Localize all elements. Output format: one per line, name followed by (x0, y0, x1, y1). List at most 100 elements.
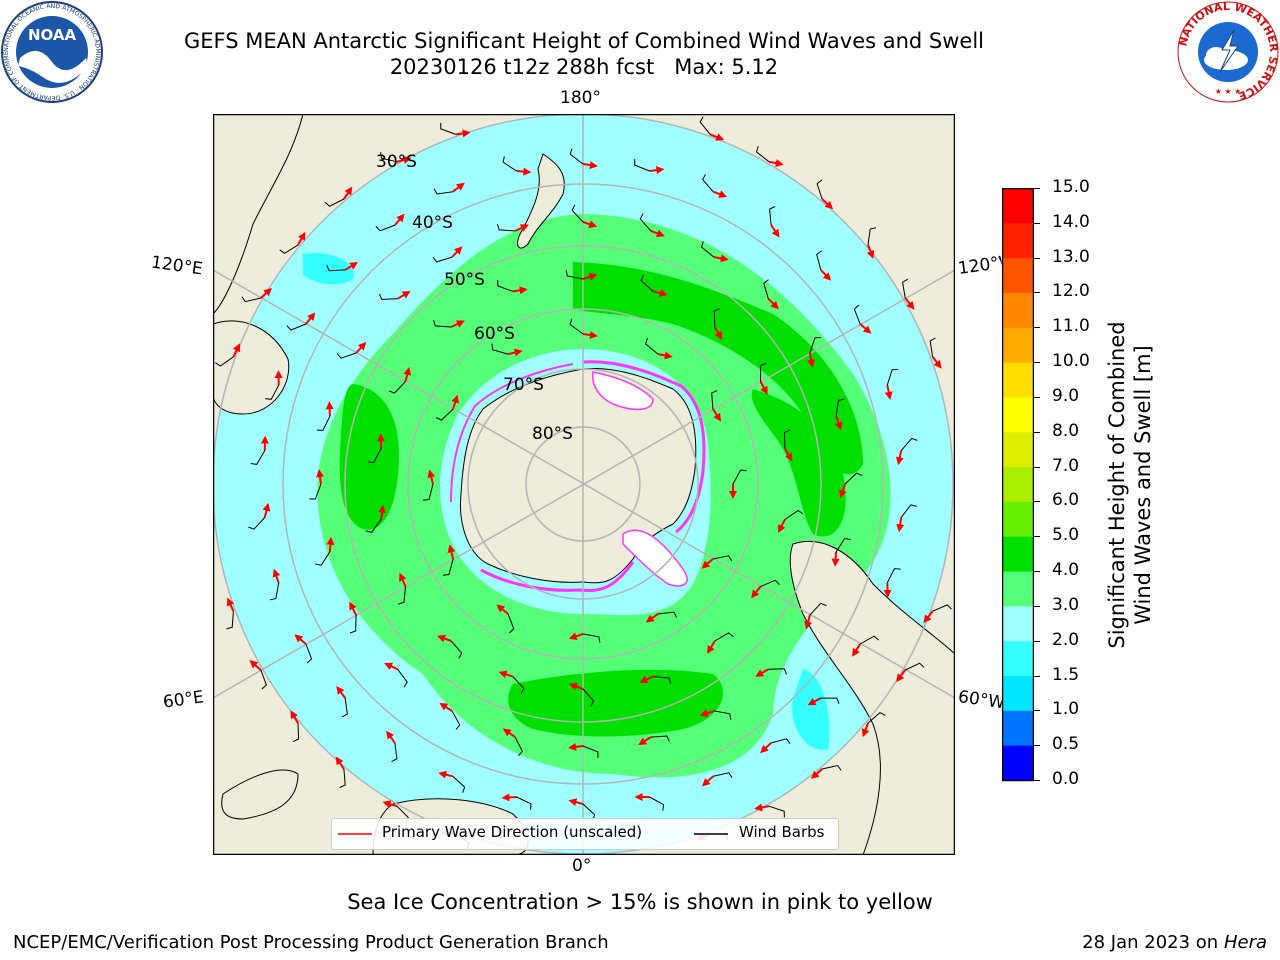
wave-arrow (821, 198, 834, 210)
wave-arrow (713, 254, 729, 263)
legend-arrow-swatch (338, 833, 372, 835)
wave-arrow (709, 133, 725, 141)
wave-arrow (713, 326, 723, 340)
colorbar-tick-label: 12.0 (1052, 281, 1090, 302)
wind-barb (391, 742, 398, 763)
wave-arrow (712, 408, 722, 422)
colorbar-tick-mark (1034, 362, 1040, 364)
wind-barb (241, 296, 261, 303)
wave-arrow (260, 287, 272, 299)
wave-arrow (568, 798, 584, 807)
wave-arrow (316, 469, 324, 485)
wind-barb (844, 472, 863, 485)
wind-barb (712, 555, 733, 562)
wave-arrow (804, 614, 812, 630)
wave-arrow (759, 381, 768, 395)
wave-arrow (294, 634, 307, 645)
wave-arrow (384, 662, 399, 671)
wave-arrow (427, 469, 436, 485)
wind-barb (324, 198, 345, 207)
wind-barb (516, 796, 532, 810)
wind-barb (514, 736, 523, 757)
colorbar-tick-mark (1034, 327, 1040, 329)
wave-arrow (649, 166, 665, 175)
colorbar-tick-label: 3.0 (1052, 594, 1080, 615)
wind-barb (326, 265, 346, 272)
wave-arrow (657, 351, 673, 360)
wind-barb (645, 338, 659, 355)
lon-label-180: 180° (560, 88, 601, 108)
wave-arrow (582, 273, 598, 281)
colorbar-tick-label: 4.0 (1052, 560, 1080, 581)
wind-barb (784, 509, 804, 521)
wave-arrow (852, 643, 861, 657)
wave-arrow (861, 722, 870, 738)
legend-barb-label: Wind Barbs (739, 823, 825, 841)
wave-arrow (645, 613, 659, 623)
wind-barb (451, 710, 461, 730)
sea-ice-rim-pacific (582, 360, 706, 534)
wave-arrow (839, 483, 847, 499)
wind-barb (397, 669, 408, 688)
wave-arrow (290, 710, 299, 724)
colorbar-title-line-2: Wind Waves and Swell [m] (1131, 345, 1155, 625)
colorbar-tick-label: 5.0 (1052, 525, 1080, 546)
wave-arrow (397, 290, 411, 300)
wind-barb (809, 337, 822, 354)
wind-barb (388, 381, 406, 394)
wave-band-4-5m-indian (339, 384, 399, 530)
wave-arrow (396, 156, 412, 164)
wind-barb (859, 635, 880, 645)
wind-barb (713, 710, 732, 720)
lat-label-60s: 60°S (474, 324, 515, 344)
wind-barb (565, 270, 584, 280)
wave-arrow (701, 558, 714, 569)
wave-arrow (831, 551, 840, 567)
wave-arrow (784, 447, 793, 462)
wave-arrow (232, 343, 241, 358)
australia-south-coast (213, 320, 290, 415)
wave-arrow (382, 800, 398, 809)
colorbar-tick-label: 1.0 (1052, 699, 1080, 720)
wind-barb (452, 775, 466, 793)
wave-arrow (807, 352, 816, 368)
wind-barb (339, 768, 346, 788)
colorbar-cell (1002, 362, 1034, 398)
wind-barb (702, 174, 714, 193)
legend-arrow-label: Primary Wave Direction (unscaled) (382, 823, 643, 841)
nws-logo: NATIONAL WEATHER SERVICE ★ ★ ★ (1176, 0, 1280, 103)
colorbar-tick-mark (1034, 675, 1040, 677)
wave-arrow (751, 585, 762, 599)
lon-label-60w: 60°W (956, 687, 1004, 713)
wave-arrow (502, 728, 516, 738)
wave-arrow (516, 167, 532, 176)
colorbar-cell (1002, 188, 1034, 224)
wind-barb (769, 206, 776, 226)
colorbar-cell (1002, 710, 1034, 746)
colorbar-cell (1002, 745, 1034, 781)
wind-barb (700, 241, 715, 258)
wind-barb (378, 293, 398, 300)
lon-label-0: 0° (572, 856, 592, 876)
lon-label-120e: 120°E (149, 252, 204, 280)
wind-barb (816, 179, 823, 200)
wave-arrow (568, 682, 584, 691)
wave-arrow (582, 161, 598, 169)
colorbar-cell (1002, 640, 1034, 677)
wind-barb (349, 614, 357, 634)
sea-ice-rim-atlantic (480, 561, 635, 592)
colorbar-tick-mark (1034, 605, 1040, 607)
colorbar-tick-mark (1034, 292, 1040, 294)
wave-arrow (582, 220, 598, 228)
wind-barb (770, 738, 791, 744)
colorbar-tick-label: 0.5 (1052, 734, 1080, 755)
wave-arrow (507, 348, 523, 357)
wind-barb (821, 764, 842, 771)
wind-barb (900, 504, 917, 518)
wind-barb (248, 517, 266, 530)
colorbar-tick-mark (1034, 466, 1040, 468)
colorbar-tick-label: 7.0 (1052, 455, 1080, 476)
wind-barb (768, 668, 788, 675)
colorbar-tick-mark (1034, 257, 1040, 259)
wave-arrow (297, 231, 306, 246)
